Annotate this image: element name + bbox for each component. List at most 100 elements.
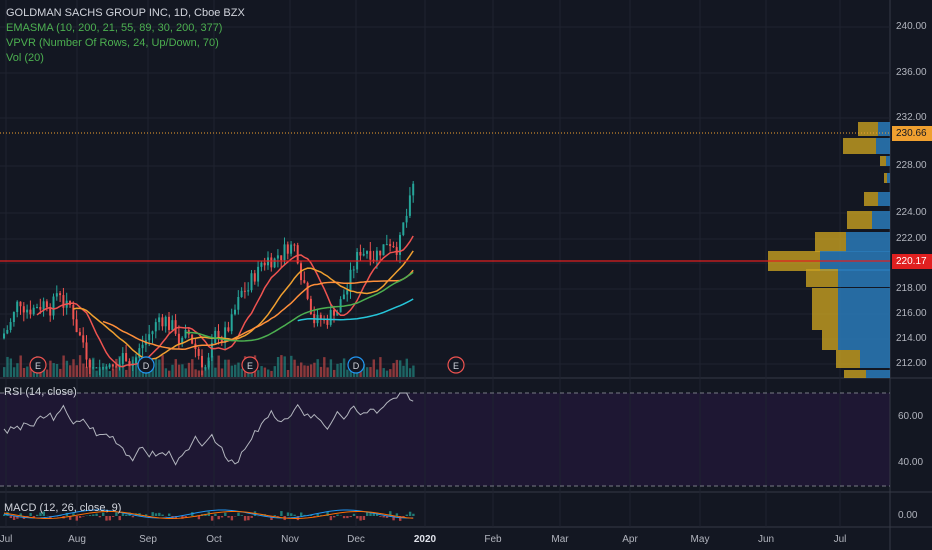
volume-bar (19, 355, 22, 377)
macd-histogram-bar (16, 516, 19, 519)
macd-histogram-bar (412, 513, 415, 516)
candle-body (3, 333, 5, 339)
candle-body (26, 309, 29, 313)
candle-body (240, 290, 243, 297)
ema-10-line (36, 235, 414, 368)
volume-bar (62, 355, 65, 377)
macd-histogram-bar (402, 516, 405, 518)
vpvr-bar-down (884, 173, 887, 183)
candle-body (329, 310, 332, 325)
candle-body (85, 342, 88, 360)
vpvr-bar-up (866, 370, 890, 378)
vpvr-bar-down (812, 310, 838, 330)
event-marker-label: D (143, 361, 150, 371)
macd-histogram-bar (144, 514, 148, 516)
candle-body (237, 296, 240, 310)
candle-body (95, 367, 98, 369)
candle-body (158, 317, 161, 323)
candle-body (181, 337, 184, 344)
ema-21-line (73, 250, 414, 360)
macd-histogram-bar (72, 513, 75, 516)
volume-bar (267, 369, 270, 377)
candle-body (405, 215, 408, 223)
macd-histogram-bar (227, 516, 230, 518)
candle-body (177, 333, 180, 344)
macd-histogram-bar (270, 516, 273, 520)
event-marker (241, 356, 259, 374)
candle-body (29, 309, 32, 315)
volume-bar (286, 369, 290, 377)
time-tick-label: Mar (551, 534, 569, 545)
price-tick-label: 232.00 (896, 112, 927, 123)
macd-histogram-bar (102, 512, 105, 516)
volume-bar (395, 359, 399, 377)
time-tick-label: Dec (347, 534, 365, 545)
volume-bar (408, 368, 412, 377)
candle-body (362, 253, 365, 256)
macd-histogram-bar (293, 514, 296, 516)
macd-histogram-bar (131, 516, 135, 518)
vpvr-bar-up (838, 310, 890, 330)
volume-bar (82, 363, 85, 377)
candle-body (174, 320, 177, 334)
candle-body (286, 244, 289, 254)
macd-histogram-bar (405, 514, 408, 516)
vpvr-bar-down (815, 232, 846, 252)
macd-histogram-bar (408, 511, 412, 516)
macd-histogram-bar (111, 516, 115, 517)
candle-body (366, 251, 368, 254)
volume-bar (280, 355, 283, 377)
volume-bar (369, 367, 372, 377)
macd-histogram-bar (359, 516, 362, 521)
price-tick-label: 212.00 (896, 358, 927, 369)
macd-histogram-bar (382, 516, 385, 518)
macd-histogram-bar (92, 514, 95, 516)
level-price-label: 220.17 (892, 254, 932, 269)
volume-bar (214, 367, 217, 377)
price-tick-label: 218.00 (896, 283, 927, 294)
macd-histogram-bar (349, 516, 352, 518)
ema-legend[interactable]: EMASMA (10, 200, 21, 55, 89, 30, 200, 37… (6, 22, 223, 34)
rsi-line (3, 392, 414, 466)
volume-legend[interactable]: Vol (20) (6, 52, 44, 64)
vpvr-legend[interactable]: VPVR (Number Of Rows, 24, Up/Down, 70) (6, 37, 219, 49)
price-tick-label: 216.00 (896, 308, 927, 319)
macd-tick-label: 0.00 (898, 510, 918, 521)
macd-histogram-bar (78, 516, 82, 518)
macd-histogram-bar (115, 512, 118, 516)
macd-histogram-bar (230, 516, 234, 521)
price-pane (0, 0, 890, 378)
candle-body (346, 290, 349, 295)
candle-body (257, 266, 260, 282)
candle-body (184, 329, 187, 338)
macd-histogram-bar (286, 512, 290, 516)
volume-bar (375, 369, 379, 377)
vpvr-bar-up (878, 192, 890, 206)
macd-histogram-bar (385, 516, 389, 518)
volume-bar (85, 366, 88, 377)
candle-body (399, 234, 401, 255)
macd-histogram-bar (250, 516, 253, 518)
candle-body (319, 314, 322, 320)
candle-body (171, 320, 174, 330)
rsi-legend[interactable]: RSI (14, close) (4, 386, 77, 398)
volume-bar (201, 370, 204, 377)
candle-body (49, 307, 52, 316)
candle-body (392, 246, 395, 248)
volume-bar (389, 369, 392, 377)
volume-bar (336, 363, 339, 377)
symbol-legend[interactable]: GOLDMAN SACHS GROUP INC, 1D, Cboe BZX (6, 7, 245, 19)
macd-legend[interactable]: MACD (12, 26, close, 9) (4, 502, 122, 514)
volume-bar (22, 367, 26, 377)
volume-bar (333, 369, 336, 377)
vpvr-bar-down (858, 122, 878, 136)
macd-histogram-bar (316, 513, 319, 516)
volume-bar (349, 367, 352, 377)
macd-histogram-bar (214, 513, 217, 516)
volume-bar (161, 355, 164, 377)
volume-bar (98, 368, 102, 377)
volume-bar (3, 367, 6, 377)
candle-body (247, 290, 250, 292)
macd-histogram-bar (372, 512, 375, 516)
